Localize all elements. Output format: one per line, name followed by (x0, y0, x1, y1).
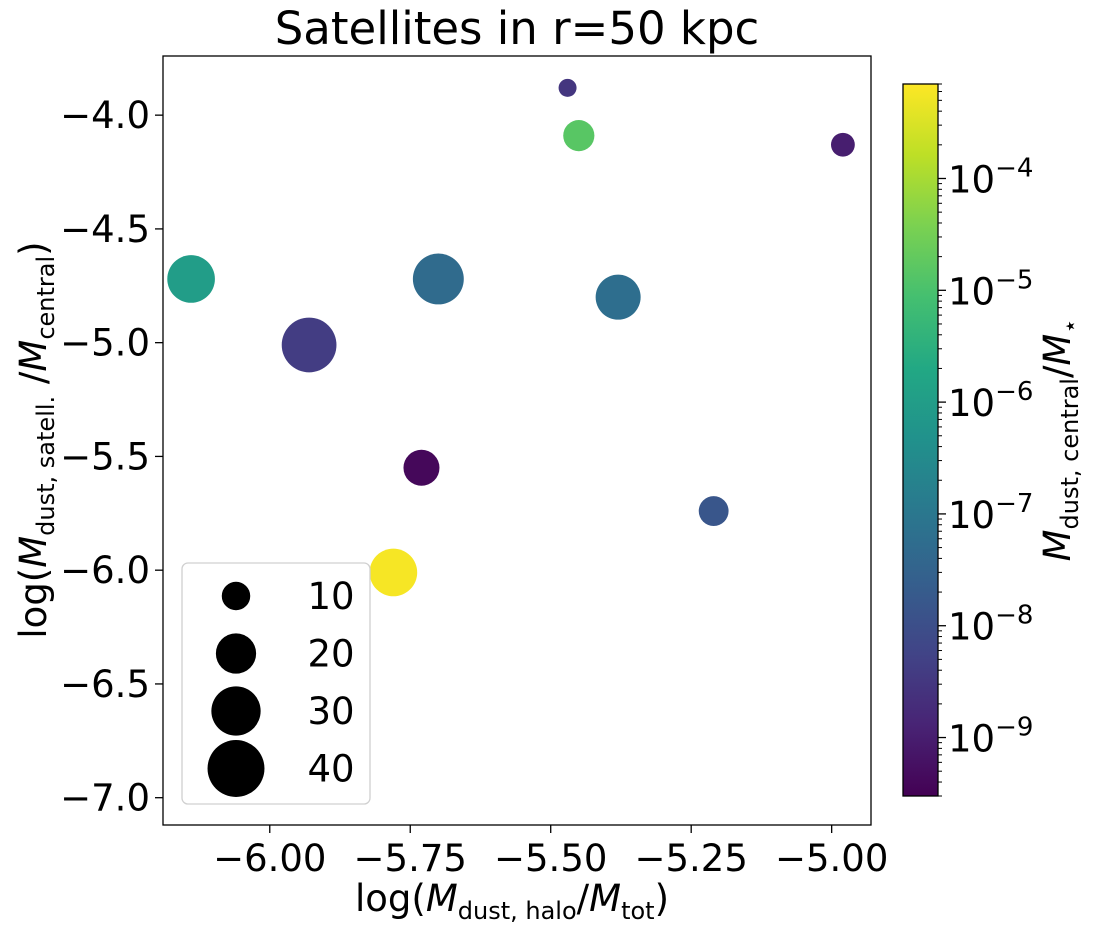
legend-marker (215, 633, 257, 674)
x-axis-label: log(Mdust, halo/Mtot) (355, 877, 669, 925)
y-axis-label: log(Mdust, satell. /Mcentral) (12, 241, 60, 638)
colorbar-label: Mdust, central/M⋆ (1036, 319, 1084, 562)
x-axis-ticks: −6.00 −5.75 −5.50 −5.25 −5.00 (213, 825, 888, 880)
y-tick-label: −4.5 (60, 208, 150, 251)
scatter-point (403, 449, 440, 486)
size-legend: 10 20 30 40 (181, 562, 371, 805)
y-tick-label: −6.0 (60, 549, 150, 592)
colorbar-tick-label: 10−7 (948, 489, 1033, 537)
plot-area-frame (162, 55, 872, 826)
x-tick-label: −5.00 (775, 837, 888, 880)
colorbar-tick-label: 10−4 (948, 153, 1033, 201)
colorbar-tick-label: 10−9 (948, 713, 1033, 761)
scatter-point (558, 78, 577, 97)
scatter-point (830, 132, 855, 157)
x-tick-label: −5.25 (634, 837, 747, 880)
y-tick-label: −4.0 (60, 94, 150, 137)
scatter-point (412, 253, 464, 305)
scatter-point (698, 496, 729, 526)
legend-label: 20 (307, 633, 354, 676)
y-tick-label: −5.0 (60, 322, 150, 365)
scatter-point (369, 548, 418, 597)
y-tick-label: −6.5 (60, 663, 150, 706)
colorbar-tick-label: 10−5 (948, 265, 1033, 313)
colorbar: 10−9 10−8 10−7 10−6 10−5 10−4 (902, 83, 1033, 797)
colorbar-tick-label: 10−6 (948, 377, 1033, 425)
y-tick-label: −7.0 (60, 777, 150, 820)
x-tick-label: −5.75 (354, 837, 467, 880)
colorbar-gradient (902, 83, 939, 797)
scatter-point (595, 274, 641, 320)
legend-label: 40 (307, 748, 354, 791)
y-axis-ticks: −4.0 −4.5 −5.0 −5.5 −6.0 −6.5 −7.0 (60, 94, 163, 820)
colorbar-ticks: 10−9 10−8 10−7 10−6 10−5 10−4 (938, 83, 1033, 797)
legend-marker (221, 581, 251, 611)
scatter-point (563, 120, 595, 152)
chart-title: Satellites in r=50 kpc (275, 2, 760, 55)
x-tick-label: −5.50 (494, 837, 607, 880)
legend-label: 30 (307, 690, 354, 733)
scatter-point (167, 255, 215, 303)
y-tick-label: −5.5 (60, 435, 150, 478)
legend-marker (211, 686, 261, 736)
scatter-point (281, 317, 337, 373)
scatter-points (167, 78, 855, 597)
colorbar-tick-label: 10−8 (948, 601, 1033, 649)
legend-marker (207, 740, 265, 797)
legend-label: 10 (307, 575, 354, 618)
x-tick-label: −6.00 (213, 837, 326, 880)
